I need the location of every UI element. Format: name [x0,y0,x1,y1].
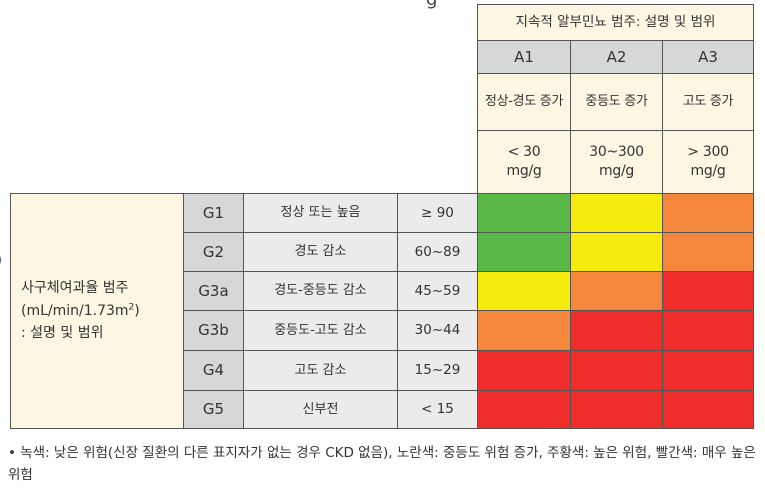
gfr-code-g4: G4 [183,350,244,391]
gfr-category-header: 사구체여과율 범주 (mL/min/1.73m2) : 설명 및 범위 [10,193,184,429]
cropped-text-fragment-top: g [426,0,437,10]
risk-cell-g3a-a2 [570,271,663,311]
gfr-code-g3a: G3a [183,271,244,311]
risk-cell-g3b-a3 [662,310,754,351]
risk-cell-g4-a1 [477,350,571,391]
cropped-text-fragment-left: ) [0,250,2,269]
gfr-code-g1: G1 [183,193,244,233]
risk-cell-g2-a2 [570,232,663,272]
risk-cell-g5-a3 [662,390,754,429]
gfr-code-g5: G5 [183,390,244,429]
risk-cell-g3b-a2 [570,310,663,351]
albuminuria-range-a3: > 300 mg/g [662,130,754,194]
albuminuria-desc-a3: 고도 증가 [662,73,754,131]
risk-cell-g1-a2 [570,193,663,233]
risk-cell-g3a-a3 [662,271,754,311]
gfr-header-line2: (mL/min/1.73m2) [21,302,140,319]
gfr-header-line1: 사구체여과율 범주 [21,280,129,297]
gfr-header-line3: : 설명 및 범위 [21,325,104,342]
gfr-range-g5: < 15 [397,390,478,429]
gfr-code-g3b: G3b [183,310,244,351]
risk-cell-g4-a3 [662,350,754,391]
albuminuria-code-a1: A1 [477,40,571,74]
color-legend-footnote: • 녹색: 낮은 위험(신장 질환의 다른 표지자가 없는 경우 CKD 없음)… [8,445,756,484]
risk-cell-g5-a2 [570,390,663,429]
gfr-desc-g1: 정상 또는 높음 [243,193,398,233]
gfr-desc-g4: 고도 감소 [243,350,398,391]
risk-cell-g2-a3 [662,232,754,272]
gfr-code-g2: G2 [183,232,244,272]
gfr-desc-g2: 경도 감소 [243,232,398,272]
gfr-range-g2: 60~89 [397,232,478,272]
risk-cell-g1-a1 [477,193,571,233]
risk-cell-g4-a2 [570,350,663,391]
albuminuria-code-a2: A2 [570,40,663,74]
gfr-range-g1: ≥ 90 [397,193,478,233]
risk-cell-g2-a1 [477,232,571,272]
albuminuria-code-a3: A3 [662,40,754,74]
risk-cell-g5-a1 [477,390,571,429]
gfr-range-g3b: 30~44 [397,310,478,351]
gfr-range-g4: 15~29 [397,350,478,391]
albuminuria-desc-a2: 중등도 증가 [570,73,663,131]
risk-cell-g1-a3 [662,193,754,233]
risk-cell-g3a-a1 [477,271,571,311]
risk-cell-g3b-a1 [477,310,571,351]
gfr-desc-g3a: 경도-중등도 감소 [243,271,398,311]
albuminuria-desc-a1: 정상-경도 증가 [477,73,571,131]
gfr-range-g3a: 45~59 [397,271,478,311]
gfr-desc-g5: 신부전 [243,390,398,429]
albuminuria-range-a1: < 30 mg/g [477,130,571,194]
albuminuria-category-header: 지속적 알부민뇨 범주: 설명 및 범위 [477,4,754,41]
albuminuria-range-a2: 30~300 mg/g [570,130,663,194]
gfr-desc-g3b: 중등도-고도 감소 [243,310,398,351]
